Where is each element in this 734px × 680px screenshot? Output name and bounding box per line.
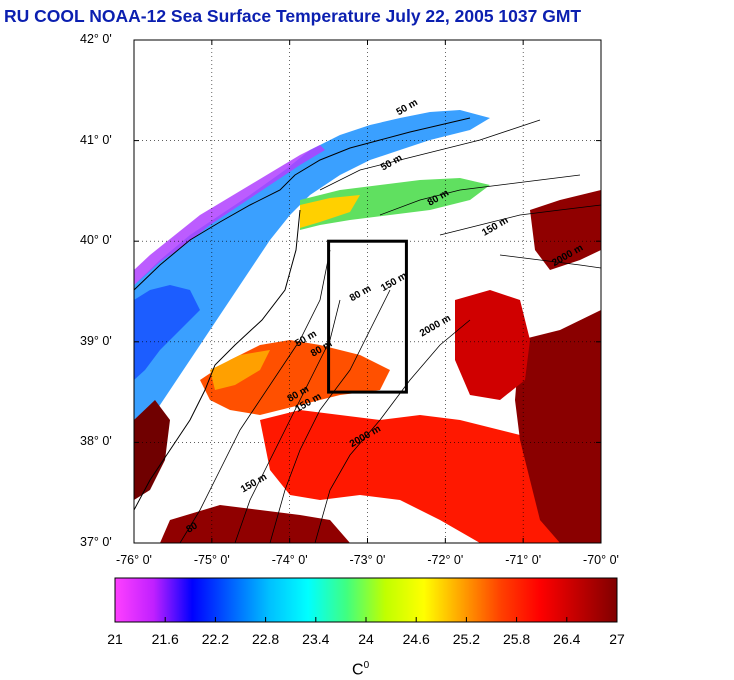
lat-tick-label: 40° 0'	[80, 233, 112, 248]
lat-tick-label: 39° 0'	[80, 333, 112, 348]
lon-tick-label: -75° 0'	[193, 553, 230, 567]
sst-southwest-maroon	[134, 400, 170, 500]
lon-tick-label: -73° 0'	[349, 553, 386, 567]
lat-tick-label: 42° 0'	[80, 32, 112, 46]
isobath-label: 80	[184, 520, 200, 535]
lon-tick-label: -74° 0'	[271, 553, 308, 567]
lon-tick-label: -71° 0'	[505, 553, 542, 567]
sst-purple-fringe	[134, 145, 325, 285]
lon-tick-label: -72° 0'	[427, 553, 464, 567]
sst-offshore-red	[455, 290, 530, 400]
colorbar-tick-label: 27	[609, 631, 625, 647]
isobath-50m	[179, 119, 541, 543]
sst-red-shelf	[260, 410, 601, 543]
colorbar-unit: C0	[352, 660, 369, 679]
colorbar-ticks	[114, 617, 618, 622]
colorbar-tick-label: 21	[107, 631, 123, 647]
unit-label: C	[352, 661, 364, 679]
sst-blue-inshore	[134, 285, 200, 380]
coastline	[134, 117, 471, 511]
lat-tick-label: 41° 0'	[80, 132, 112, 147]
sst-gulfstream-maroon	[515, 310, 601, 543]
sst-yellow-band	[300, 195, 360, 228]
axis-ticks	[133, 39, 602, 544]
colorbar	[114, 577, 618, 623]
sst-southern-orange	[210, 350, 270, 390]
lat-tick-label: 38° 0'	[80, 434, 112, 449]
colorbar-tick-label: 25.2	[452, 631, 481, 647]
sst-ne-maroon	[530, 190, 601, 270]
lon-tick-label: -70° 0'	[583, 553, 619, 567]
isobath-2000m	[314, 254, 601, 543]
colorbar-tick-label: 22.2	[201, 631, 230, 647]
chart-title: RU COOL NOAA-12 Sea Surface Temperature …	[4, 6, 582, 26]
sst-south-maroon	[160, 505, 350, 543]
colorbar-tick-label: 26.4	[553, 631, 581, 647]
sst-green-band	[300, 178, 490, 230]
unit-superscript: 0	[363, 660, 370, 671]
sst-coastal-cool-band	[134, 110, 490, 440]
lat-tick-label: 37° 0'	[80, 535, 112, 549]
study-area-box	[327, 239, 408, 394]
colorbar-tick-label: 21.6	[151, 631, 179, 647]
colorbar-tick-label: 24.6	[402, 631, 430, 647]
colorbar-tick-label: 22.8	[251, 631, 280, 647]
colorbar-tick-label: 23.4	[302, 631, 330, 647]
colorbar-tick-label: 25.8	[502, 631, 531, 647]
colorbar-tick-label: 24	[358, 631, 374, 647]
isobath-150m	[269, 204, 601, 543]
lon-tick-label: -76° 0'	[116, 553, 152, 567]
